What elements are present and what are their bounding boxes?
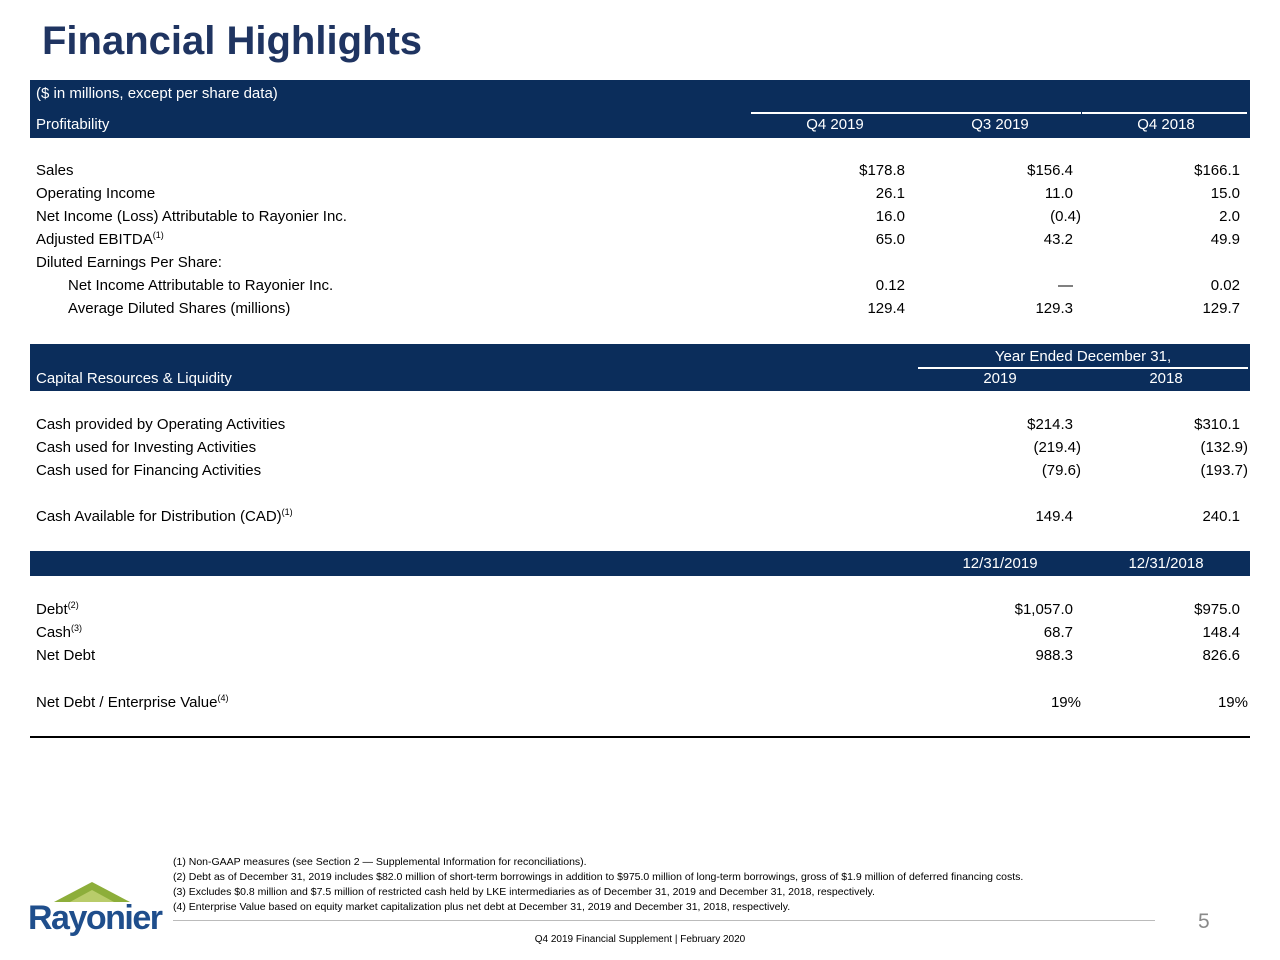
units-note: ($ in millions, except per share data) <box>36 85 278 102</box>
row-label: Debt(2) <box>36 600 79 620</box>
row-label: Adjusted EBITDA(1) <box>36 230 164 250</box>
label-text: Net Income (Loss) Attributable to Rayoni… <box>36 208 347 225</box>
label-text: Average Diluted Shares (millions) <box>68 300 291 317</box>
label-text: Cash provided by Operating Activities <box>36 416 286 433</box>
column-header: Q4 2019 <box>806 116 864 133</box>
cell: 129.3 <box>1035 300 1073 317</box>
cell: (79.6) <box>1041 462 1081 479</box>
cell: 68.7 <box>1043 624 1073 641</box>
label-text: Debt <box>36 601 68 618</box>
row-label: Average Diluted Shares (millions) <box>68 299 290 319</box>
group-header: Year Ended December 31, <box>994 348 1172 365</box>
page-number: 5 <box>1198 910 1210 933</box>
footnote: (4) Enterprise Value based on equity mar… <box>173 901 791 913</box>
label-text: Sales <box>36 162 74 179</box>
cell: 988.3 <box>1035 647 1073 664</box>
row-label: Cash(3) <box>36 623 82 643</box>
header-bar <box>30 551 1250 576</box>
cell: $214.3 <box>1027 416 1073 433</box>
logo: Rayonier <box>28 899 163 937</box>
row-label: Cash used for Investing Activities <box>36 438 256 458</box>
cell: — <box>1058 277 1073 294</box>
label-text: Cash used for Financing Activities <box>36 462 262 479</box>
header-bar <box>30 80 1250 138</box>
column-header: 12/31/2018 <box>1128 555 1204 572</box>
cell: 129.7 <box>1202 300 1240 317</box>
cell: 0.02 <box>1210 277 1240 294</box>
column-header: 2018 <box>1149 370 1183 387</box>
column-rule <box>918 367 1248 369</box>
row-label: Cash used for Financing Activities <box>36 461 261 481</box>
cell: 26.1 <box>875 185 905 202</box>
row-label: Net Debt / Enterprise Value(4) <box>36 693 228 713</box>
row-label: Sales <box>36 161 74 181</box>
column-rule <box>751 112 916 114</box>
cell: 148.4 <box>1202 624 1240 641</box>
cell: 2.0 <box>1219 208 1240 225</box>
label-text: Cash used for Investing Activities <box>36 439 257 456</box>
cell: 11.0 <box>1044 185 1073 202</box>
cell: $178.8 <box>859 162 905 179</box>
cell: 49.9 <box>1210 231 1240 248</box>
cell: (193.7) <box>1200 462 1248 479</box>
footnote-ref: (2) <box>67 600 79 610</box>
logo-mark <box>54 882 130 902</box>
cell: 0.12 <box>875 277 905 294</box>
row-label: Cash provided by Operating Activities <box>36 415 285 435</box>
cell: $310.1 <box>1194 416 1240 433</box>
rule <box>173 920 1155 921</box>
cell: (0.4) <box>1050 208 1081 225</box>
column-header: 2019 <box>983 370 1017 387</box>
cell: $166.1 <box>1194 162 1240 179</box>
label-text: Operating Income <box>36 185 156 202</box>
label-text: Adjusted EBITDA <box>36 231 153 248</box>
footnote: (2) Debt as of December 31, 2019 include… <box>173 871 1024 883</box>
label-text: Net Income Attributable to Rayonier Inc. <box>68 277 334 294</box>
section-header: Profitability <box>36 116 110 133</box>
cell: 149.4 <box>1035 508 1073 525</box>
cell: $1,057.0 <box>1014 601 1073 618</box>
label-text: Net Debt <box>36 647 96 664</box>
label-text: Diluted Earnings Per Share: <box>36 254 222 271</box>
footnote-ref: (4) <box>217 693 229 703</box>
column-rule <box>916 112 1081 114</box>
column-header: 12/31/2019 <box>962 555 1038 572</box>
cell: $975.0 <box>1194 601 1240 618</box>
rule <box>30 736 1250 738</box>
cell: 19% <box>1217 694 1248 711</box>
cell: $156.4 <box>1027 162 1073 179</box>
row-label: Operating Income <box>36 184 155 204</box>
column-header: Q4 2018 <box>1137 116 1195 133</box>
column-rule <box>1082 112 1247 114</box>
footer: Q4 2019 Financial Supplement | February … <box>534 934 746 945</box>
footnote-ref: (1) <box>281 507 293 517</box>
cell: 16.0 <box>875 208 905 225</box>
row-label: Cash Available for Distribution (CAD)(1) <box>36 507 293 527</box>
footnote: (1) Non-GAAP measures (see Section 2 — S… <box>173 856 587 868</box>
footnote-ref: (1) <box>152 230 164 240</box>
column-header: Q3 2019 <box>971 116 1029 133</box>
row-label: Diluted Earnings Per Share: <box>36 253 222 273</box>
cell: 826.6 <box>1202 647 1240 664</box>
row-label: Net Income (Loss) Attributable to Rayoni… <box>36 207 347 227</box>
title: Financial Highlights <box>42 19 423 63</box>
cell: (219.4) <box>1033 439 1081 456</box>
label-text: Cash <box>36 624 72 641</box>
cell: 43.2 <box>1043 231 1073 248</box>
cell: 65.0 <box>875 231 905 248</box>
footnote-ref: (3) <box>71 623 83 633</box>
cell: (132.9) <box>1200 439 1248 456</box>
footnote: (3) Excludes $0.8 million and $7.5 milli… <box>173 886 875 898</box>
label-text: Cash Available for Distribution (CAD) <box>36 508 282 525</box>
cell: 19% <box>1050 694 1081 711</box>
section-header: Capital Resources & Liquidity <box>36 370 232 387</box>
row-label: Net Debt <box>36 646 95 666</box>
cell: 129.4 <box>867 300 905 317</box>
cell: 15.0 <box>1210 185 1240 202</box>
cell: 240.1 <box>1202 508 1240 525</box>
label-text: Net Debt / Enterprise Value <box>36 694 218 711</box>
row-label: Net Income Attributable to Rayonier Inc. <box>68 276 333 296</box>
